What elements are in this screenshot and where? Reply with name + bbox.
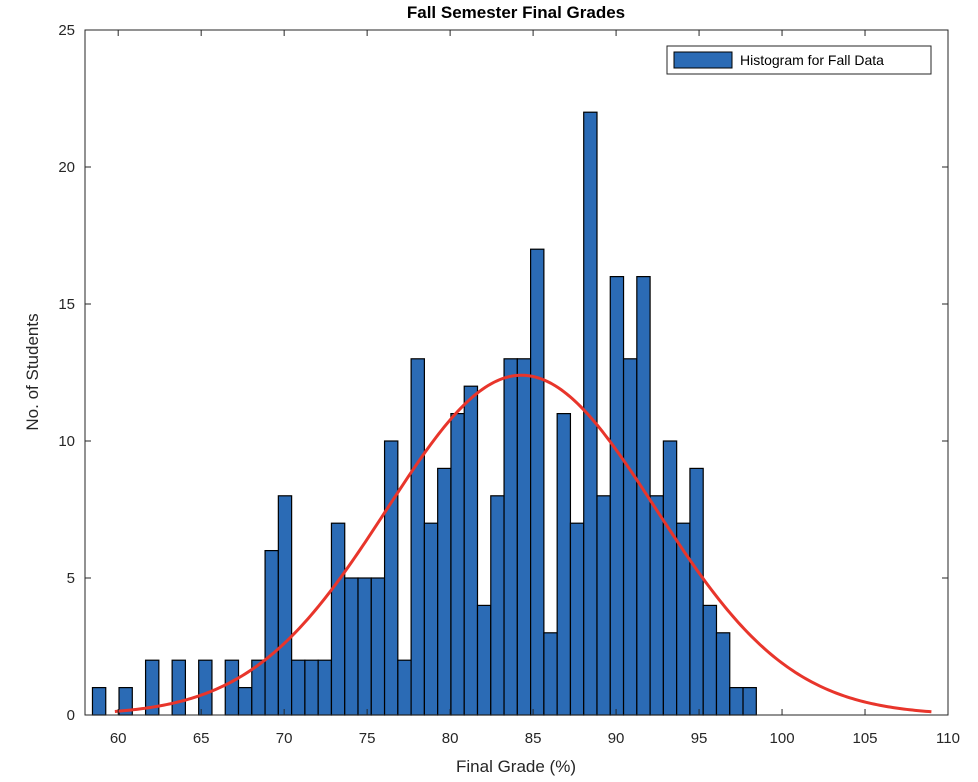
histogram-bar bbox=[742, 686, 757, 716]
histogram-bar bbox=[622, 358, 638, 716]
histogram-bar bbox=[330, 522, 346, 716]
histogram-bar bbox=[264, 549, 279, 716]
histogram-bar bbox=[291, 659, 306, 716]
histogram-bar bbox=[463, 385, 479, 716]
histogram-bar bbox=[410, 358, 425, 716]
x-tick-label: 100 bbox=[770, 730, 795, 747]
x-axis-ticks: 60 65 70 75 80 85 90 95 100 105 110 bbox=[110, 30, 960, 747]
histogram-bar bbox=[689, 467, 704, 716]
y-tick-label: 0 bbox=[67, 707, 75, 724]
x-tick-label: 65 bbox=[193, 730, 210, 747]
x-tick-label: 60 bbox=[110, 730, 127, 747]
histogram-bar bbox=[729, 686, 744, 716]
histogram-bar bbox=[357, 577, 372, 716]
x-tick-label: 110 bbox=[936, 730, 960, 747]
histogram-bar bbox=[702, 604, 718, 716]
x-tick-label: 90 bbox=[608, 730, 625, 747]
normal-fit-curve bbox=[114, 373, 932, 714]
histogram-bar bbox=[450, 413, 465, 716]
histogram-bar bbox=[344, 577, 359, 716]
histogram-bar bbox=[423, 522, 439, 716]
y-tick-label: 15 bbox=[58, 296, 75, 313]
histogram-bar bbox=[516, 358, 532, 716]
histogram-bar bbox=[503, 358, 518, 716]
histogram-bar bbox=[171, 659, 187, 716]
histogram-bar bbox=[237, 686, 253, 716]
x-tick-label: 85 bbox=[525, 730, 542, 747]
histogram-bar bbox=[383, 440, 399, 716]
x-tick-label: 95 bbox=[691, 730, 708, 747]
x-tick-label: 80 bbox=[442, 730, 459, 747]
chart-title: Fall Semester Final Grades bbox=[407, 3, 625, 22]
histogram-bar bbox=[317, 659, 333, 716]
histogram-bar bbox=[543, 632, 558, 716]
histogram-bar bbox=[649, 495, 664, 716]
histogram-bar bbox=[609, 276, 625, 716]
legend-swatch bbox=[673, 51, 733, 69]
histogram-bar bbox=[198, 659, 213, 716]
histogram-bar bbox=[662, 440, 678, 716]
histogram-bar bbox=[91, 686, 107, 716]
legend: Histogram for Fall Data bbox=[666, 45, 932, 75]
histogram-bar bbox=[277, 495, 293, 716]
histogram-bar bbox=[530, 248, 545, 716]
y-tick-label: 25 bbox=[58, 22, 75, 39]
histogram-bar bbox=[596, 495, 611, 716]
histogram-bar bbox=[569, 522, 585, 716]
histogram-bar bbox=[397, 659, 412, 716]
y-tick-label: 5 bbox=[67, 570, 75, 587]
y-axis-label: No. of Students bbox=[23, 313, 42, 430]
histogram-bar bbox=[437, 467, 452, 716]
x-tick-label: 105 bbox=[853, 730, 878, 747]
histogram-bar bbox=[476, 604, 492, 716]
y-axis-ticks: 0 5 10 15 20 25 bbox=[58, 22, 948, 724]
y-tick-label: 20 bbox=[58, 159, 75, 176]
histogram-bar bbox=[556, 413, 572, 716]
y-tick-label: 10 bbox=[58, 433, 75, 450]
histogram-bar bbox=[490, 495, 505, 716]
legend-label: Histogram for Fall Data bbox=[740, 52, 884, 68]
axes-box bbox=[84, 29, 949, 716]
histogram-bar bbox=[370, 577, 386, 716]
histogram-bar bbox=[715, 632, 731, 716]
histogram-bar bbox=[304, 659, 319, 716]
x-axis-label: Final Grade (%) bbox=[456, 757, 576, 776]
x-tick-label: 70 bbox=[276, 730, 293, 747]
histogram-bar bbox=[224, 659, 240, 716]
x-tick-label: 75 bbox=[359, 730, 376, 747]
